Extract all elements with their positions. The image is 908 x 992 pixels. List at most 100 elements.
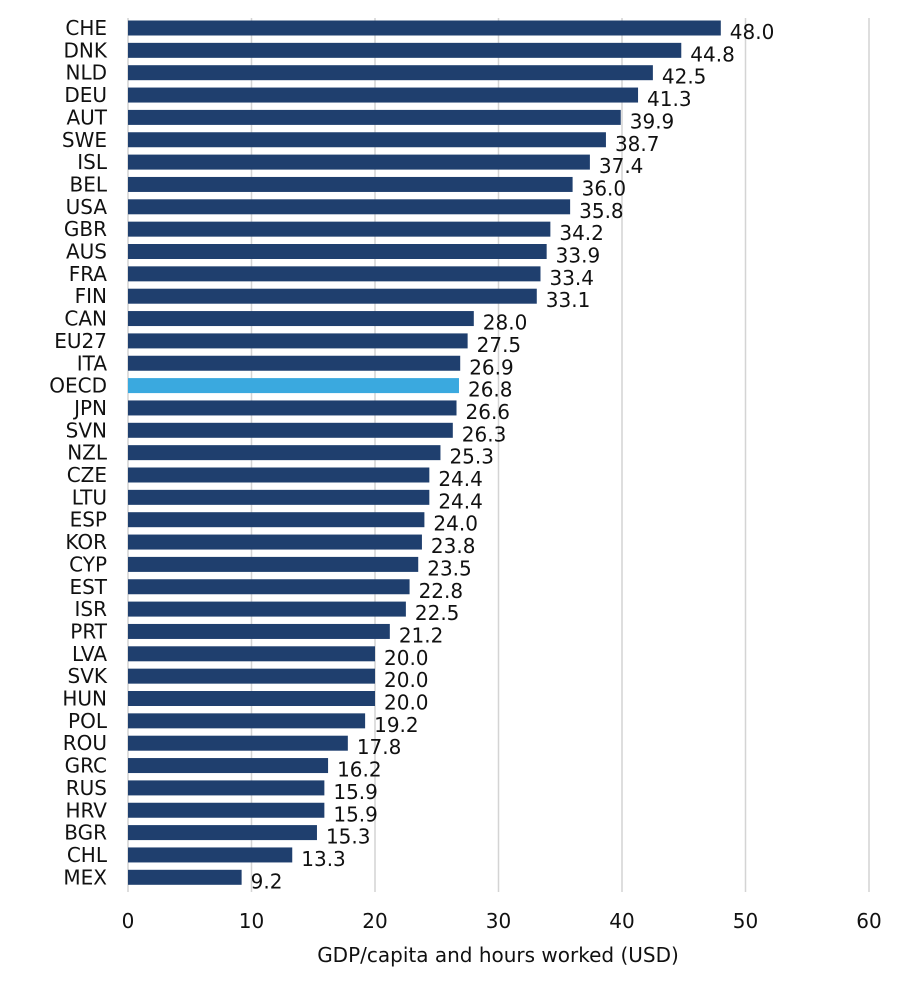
value-label-ita: 26.9 [469, 355, 514, 379]
value-label-prt: 21.2 [399, 623, 444, 647]
value-label-hun: 20.0 [384, 691, 429, 715]
bar-svn [128, 422, 453, 438]
bar-isl [128, 154, 590, 170]
bar-bel [128, 176, 573, 192]
bar-swe [128, 132, 606, 148]
bar-isr [128, 601, 406, 617]
value-label-deu: 41.3 [647, 87, 692, 111]
value-label-chl: 13.3 [301, 847, 346, 871]
x-tick-label: 40 [609, 909, 634, 933]
value-label-eu27: 27.5 [477, 333, 522, 357]
bar-kor [128, 534, 422, 550]
category-label-gbr: GBR [64, 217, 107, 241]
value-label-pol: 19.2 [374, 713, 419, 737]
value-label-jpn: 26.6 [466, 400, 511, 424]
category-label-isr: ISR [75, 597, 108, 621]
category-label-hun: HUN [62, 687, 107, 711]
bar-fin [128, 288, 537, 304]
value-label-svn: 26.3 [462, 422, 507, 446]
x-tick-label: 50 [733, 909, 758, 933]
bar-aus [128, 244, 547, 259]
bar-gbr [128, 221, 551, 237]
value-label-bgr: 15.3 [326, 825, 371, 849]
bar-nld [128, 65, 653, 81]
x-axis-ticks: 0 10 20 30 40 50 60 [122, 909, 882, 933]
category-label-grc: GRC [65, 754, 107, 778]
value-label-hrv: 15.9 [333, 802, 378, 826]
x-tick-label: 20 [362, 909, 387, 933]
bar-can [128, 311, 474, 327]
category-label-pol: POL [68, 709, 108, 733]
bar-che [128, 20, 721, 36]
bar-grc [128, 758, 329, 774]
bar-esp [128, 512, 425, 528]
value-label-fin: 33.1 [546, 288, 591, 312]
bar-fra [128, 266, 541, 282]
value-label-isl: 37.4 [599, 154, 644, 178]
value-label-gbr: 34.2 [559, 221, 604, 245]
category-label-jpn: JPN [72, 396, 107, 420]
bar-dnk [128, 42, 682, 58]
category-label-ita: ITA [77, 351, 108, 375]
category-label-aus: AUS [66, 240, 107, 264]
category-label-che: CHE [65, 16, 107, 40]
category-label-hrv: HRV [65, 798, 107, 822]
value-label-usa: 35.8 [579, 199, 624, 223]
value-labels: 48.044.842.541.339.938.737.436.035.834.2… [251, 20, 775, 893]
value-label-est: 22.8 [419, 579, 464, 603]
bar-hun [128, 691, 375, 706]
category-labels: CHEDNKNLDDEUAUTSWEISLBELUSAGBRAUSFRAFINC… [49, 16, 108, 889]
bar-svk [128, 668, 375, 684]
category-label-usa: USA [66, 195, 108, 219]
bar-pol [128, 713, 366, 729]
bar-cze [128, 467, 430, 483]
bar-rus [128, 780, 325, 796]
category-label-eu27: EU27 [54, 329, 107, 353]
bar-ita [128, 355, 461, 371]
value-label-mex: 9.2 [251, 869, 283, 893]
category-label-oecd: OECD [49, 374, 107, 398]
bars [128, 20, 721, 885]
bar-mex [128, 869, 242, 885]
bar-usa [128, 199, 571, 215]
bar-chl [128, 847, 293, 863]
value-label-kor: 23.8 [431, 534, 476, 558]
bar-prt [128, 623, 390, 639]
category-label-kor: KOR [65, 530, 107, 554]
category-label-bel: BEL [70, 172, 108, 196]
value-label-che: 48.0 [730, 20, 775, 44]
category-label-chl: CHL [67, 843, 108, 867]
value-label-cze: 24.4 [438, 467, 483, 491]
value-label-oecd: 26.8 [468, 378, 513, 402]
value-label-cyp: 23.5 [427, 556, 472, 580]
category-label-est: EST [69, 575, 107, 599]
value-label-swe: 38.7 [615, 132, 660, 156]
bar-jpn [128, 400, 457, 416]
category-label-cyp: CYP [69, 552, 107, 576]
value-label-esp: 24.0 [433, 512, 478, 536]
category-label-svn: SVN [66, 418, 107, 442]
category-label-esp: ESP [70, 508, 107, 532]
x-tick-label: 0 [122, 909, 135, 933]
x-axis-title: GDP/capita and hours worked (USD) [317, 943, 679, 967]
category-label-rus: RUS [66, 776, 107, 800]
category-label-ltu: LTU [72, 485, 107, 509]
value-label-grc: 16.2 [337, 758, 382, 782]
category-label-can: CAN [64, 307, 107, 331]
bar-oecd [128, 378, 459, 394]
value-label-can: 28.0 [483, 311, 528, 335]
value-label-ltu: 24.4 [438, 489, 483, 513]
value-label-rus: 15.9 [333, 780, 378, 804]
value-label-svk: 20.0 [384, 668, 429, 692]
bar-ltu [128, 489, 430, 505]
value-label-rou: 17.8 [357, 735, 402, 759]
x-tick-label: 30 [486, 909, 511, 933]
x-tick-label: 10 [239, 909, 264, 933]
category-label-swe: SWE [62, 128, 107, 152]
category-label-dnk: DNK [64, 38, 108, 62]
category-label-prt: PRT [70, 619, 108, 643]
category-label-fra: FRA [69, 262, 108, 286]
value-label-dnk: 44.8 [690, 42, 735, 66]
value-label-lva: 20.0 [384, 646, 429, 670]
